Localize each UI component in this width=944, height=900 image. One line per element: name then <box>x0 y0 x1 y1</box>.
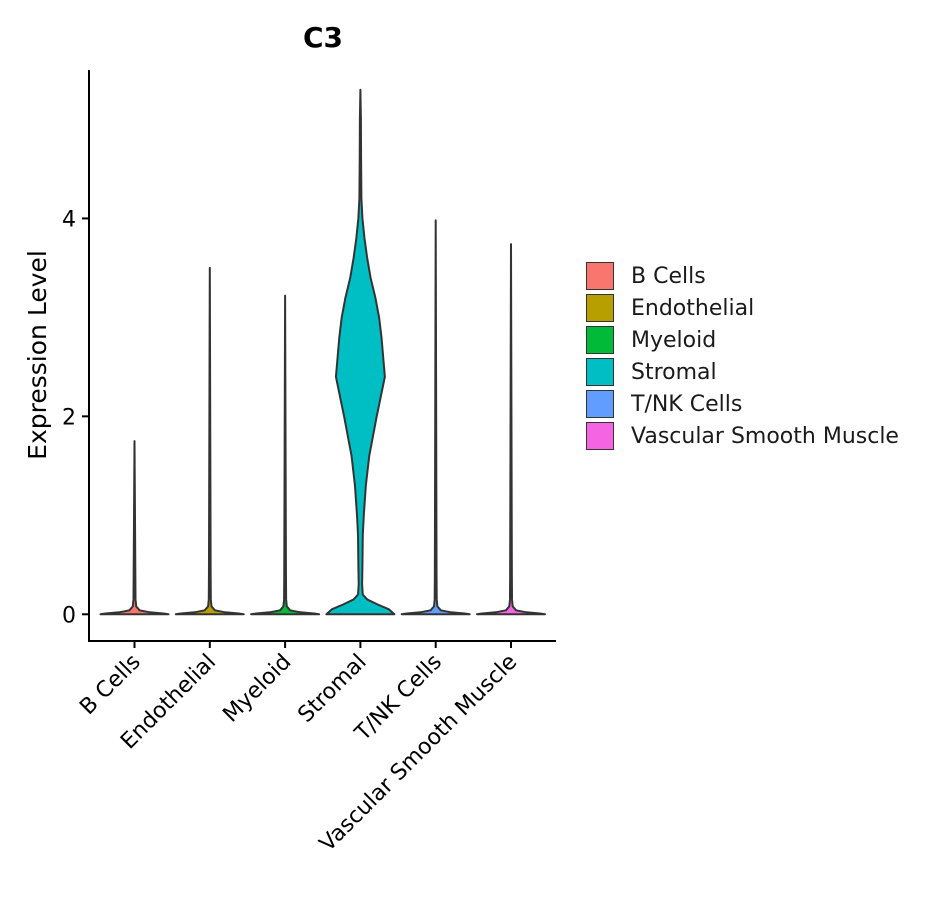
x-tick-label: B Cells <box>75 650 145 720</box>
legend-item: Endothelial <box>586 292 899 324</box>
violin-stromal <box>325 88 396 616</box>
y-tick-label: 2 <box>62 405 76 430</box>
legend-key <box>586 422 614 450</box>
y-tick-label: 4 <box>62 207 76 232</box>
legend-label: T/NK Cells <box>631 391 743 417</box>
legend-item: T/NK Cells <box>586 388 899 420</box>
violin-endothelial <box>174 266 245 616</box>
legend-key <box>586 358 614 386</box>
chart-title: C3 <box>303 21 343 54</box>
legend-item: Myeloid <box>586 324 899 356</box>
x-tick-label: Stromal <box>293 650 371 728</box>
legend-key <box>586 326 614 354</box>
legend-label: Myeloid <box>631 327 717 353</box>
legend-label: Endothelial <box>631 295 755 321</box>
legend-key <box>586 294 614 322</box>
violin-myeloid <box>250 294 321 616</box>
legend: B Cells Endothelial Myeloid Stromal T/NK Cel… <box>586 260 899 452</box>
legend-item: Vascular Smooth Muscle <box>586 420 899 452</box>
violin-b-cells <box>99 440 170 616</box>
y-axis-label: Expression Level <box>23 250 52 460</box>
violins-layer <box>99 88 546 616</box>
y-ticks: 0 2 4 <box>62 207 89 628</box>
legend-item: Stromal <box>586 356 899 388</box>
legend-label: B Cells <box>631 263 706 289</box>
legend-label: Stromal <box>631 359 717 385</box>
legend-key <box>586 390 614 418</box>
legend-item: B Cells <box>586 260 899 292</box>
violin-vascular-smooth-muscle <box>476 243 546 616</box>
legend-key <box>586 262 614 290</box>
legend-label: Vascular Smooth Muscle <box>631 423 899 449</box>
x-tick-label: Myeloid <box>218 650 296 728</box>
y-tick-label: 0 <box>62 603 76 628</box>
violin-t-nk-cells <box>400 219 471 616</box>
